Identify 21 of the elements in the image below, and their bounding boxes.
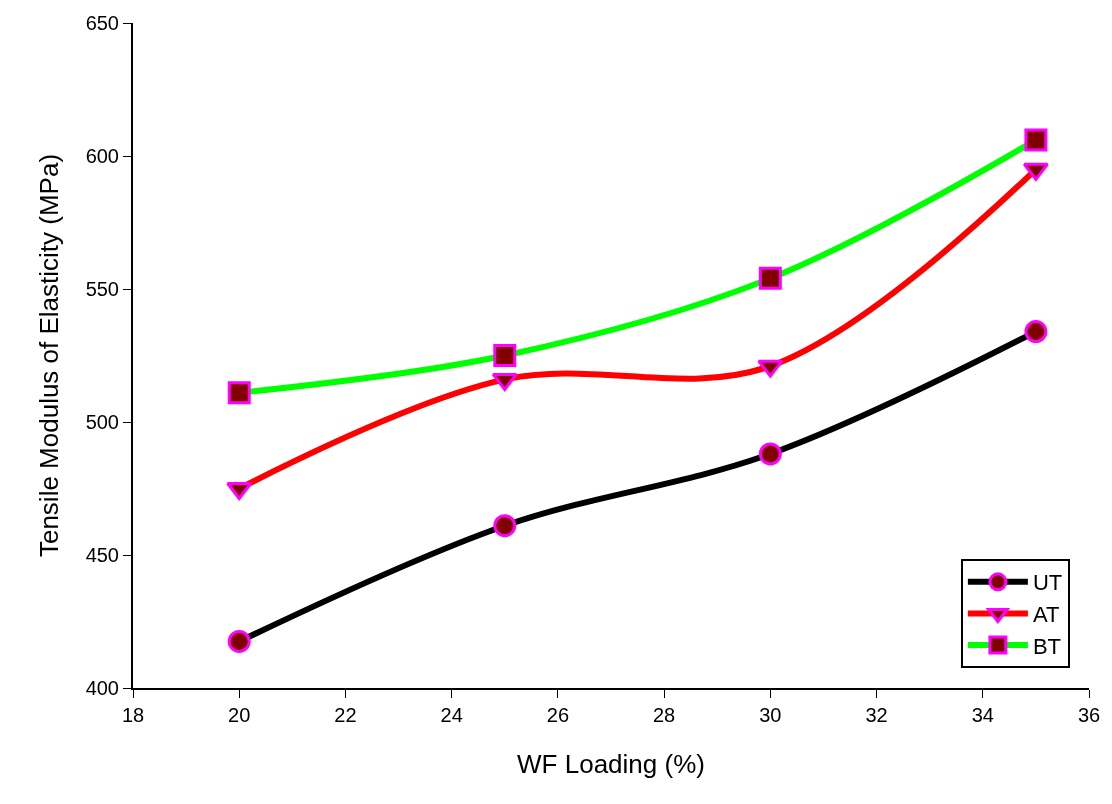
x-tick-label: 26 — [546, 704, 570, 726]
legend-label: UT — [1032, 570, 1063, 596]
legend-label: BT — [1032, 633, 1062, 659]
x-tick-label: 18 — [121, 704, 145, 726]
y-tick-label: 500 — [85, 411, 119, 433]
x-tick-label: 30 — [759, 704, 782, 726]
x-tick-label: 32 — [865, 704, 888, 726]
legend-label: AT — [1032, 602, 1060, 628]
y-tick-label: 600 — [85, 145, 119, 167]
x-axis-title: WF Loading (%) — [517, 749, 705, 780]
x-tick-label: 22 — [334, 704, 357, 726]
y-tick-label: 450 — [85, 544, 119, 566]
y-tick-label: 650 — [85, 12, 119, 34]
x-tick-label: 20 — [228, 704, 251, 726]
y-axis-title: Tensile Modulus of Elasticity (MPa) — [33, 153, 64, 558]
x-tick-label: 36 — [1077, 704, 1101, 726]
y-tick-label: 400 — [85, 677, 119, 699]
x-tick-label: 24 — [440, 704, 463, 726]
y-tick-label: 550 — [85, 278, 119, 300]
x-tick-label: 34 — [971, 704, 994, 726]
x-tick-label: 28 — [652, 704, 676, 726]
